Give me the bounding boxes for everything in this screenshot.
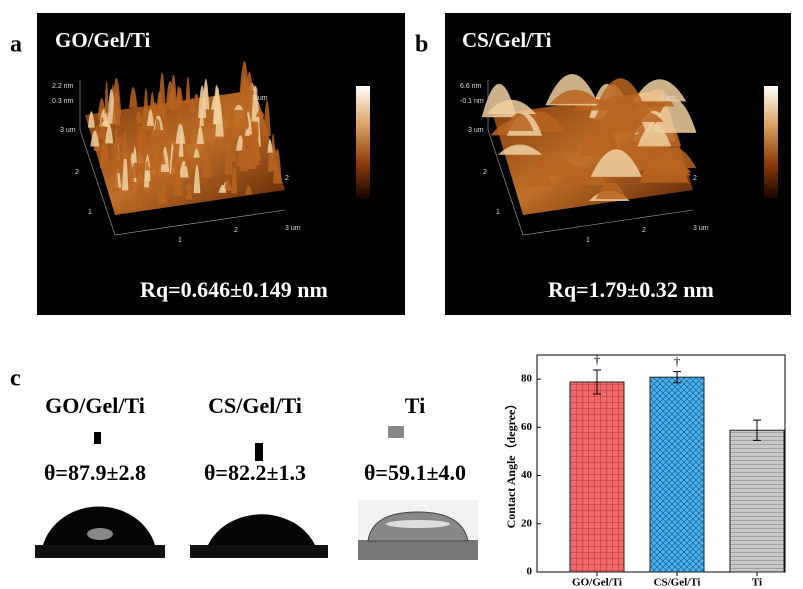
sample-name: CS/Gel/Ti (208, 393, 302, 418)
substrate (35, 545, 165, 558)
x-tick-label: GO/Gel/Ti (572, 577, 622, 589)
bar (650, 377, 704, 572)
afm-axis-label: 3 um (60, 127, 76, 134)
contact-angle: θ=59.1±4.0 (364, 460, 466, 485)
needle (255, 443, 263, 461)
roughness: Rq=1.79±0.32 nm (548, 277, 714, 302)
afm-axis-label: 1 (88, 209, 92, 216)
substrate (358, 540, 478, 560)
afm-axis-label: 3 um (468, 127, 484, 134)
substrate (190, 545, 328, 558)
bar (570, 382, 624, 572)
panel-title: GO/Gel/Ti (55, 28, 150, 52)
y-tick-label: 20 (521, 517, 533, 529)
contact-angle: θ=82.2±1.3 (204, 460, 306, 485)
panel-letter: a (10, 32, 22, 58)
y-axis-label: Contact Angle（degree） (503, 398, 518, 529)
x-tick-label: Ti (752, 577, 762, 589)
afm-axis-label: 2 (693, 175, 697, 182)
droplet-reflection (87, 528, 113, 540)
y-tick-label: 60 (521, 421, 533, 433)
droplet-reflection (386, 520, 450, 528)
contact-angle: θ=87.9±2.8 (44, 460, 146, 485)
z-min-label: 0.3 nm (52, 98, 74, 105)
panel-letter: c (10, 366, 21, 392)
color-bar (764, 86, 778, 198)
z-max-label: 2.2 nm (52, 83, 74, 90)
significance-mark: † (594, 352, 601, 367)
afm-axis-label: 2 (75, 169, 79, 176)
afm-axis-label: 2 (483, 169, 487, 176)
bar (730, 430, 784, 572)
afm-axis-label: 2 (234, 227, 238, 234)
afm-axis-label: 3 um (285, 225, 301, 232)
sample-name: GO/Gel/Ti (45, 393, 145, 418)
y-tick-label: 80 (521, 373, 533, 385)
roughness: Rq=0.646±0.149 nm (140, 277, 328, 302)
panel-letter: b (415, 32, 428, 58)
sample-name: Ti (405, 393, 425, 418)
x-tick-label: CS/Gel/Ti (654, 577, 701, 589)
needle (388, 426, 404, 438)
significance-mark: † (674, 354, 681, 369)
afm-axis-label: 1 (178, 237, 182, 244)
afm-axis-label: 3 um (252, 95, 268, 102)
y-tick-label: 0 (527, 566, 533, 578)
panel-title: CS/Gel/Ti (462, 28, 552, 52)
figure: 2.2 nm 0.3 nm 3 um 2 1 1 2 3 um 3 um 2 6.6 nm -0.1 … (0, 0, 803, 589)
needle (94, 432, 101, 444)
color-bar (356, 86, 370, 198)
z-min-label: -0.1 nm (460, 98, 484, 105)
afm-axis-label: 2 (642, 227, 646, 234)
afm-axis-label: 1 (586, 237, 590, 244)
z-max-label: 6.6 nm (460, 83, 482, 90)
droplet (208, 514, 315, 545)
afm-axis-label: 2 (285, 175, 289, 182)
afm-axis-label: 3 um (693, 225, 709, 232)
afm-axis-label: 3 um (660, 95, 676, 102)
afm-axis-label: 1 (496, 209, 500, 216)
y-tick-label: 40 (521, 469, 533, 481)
